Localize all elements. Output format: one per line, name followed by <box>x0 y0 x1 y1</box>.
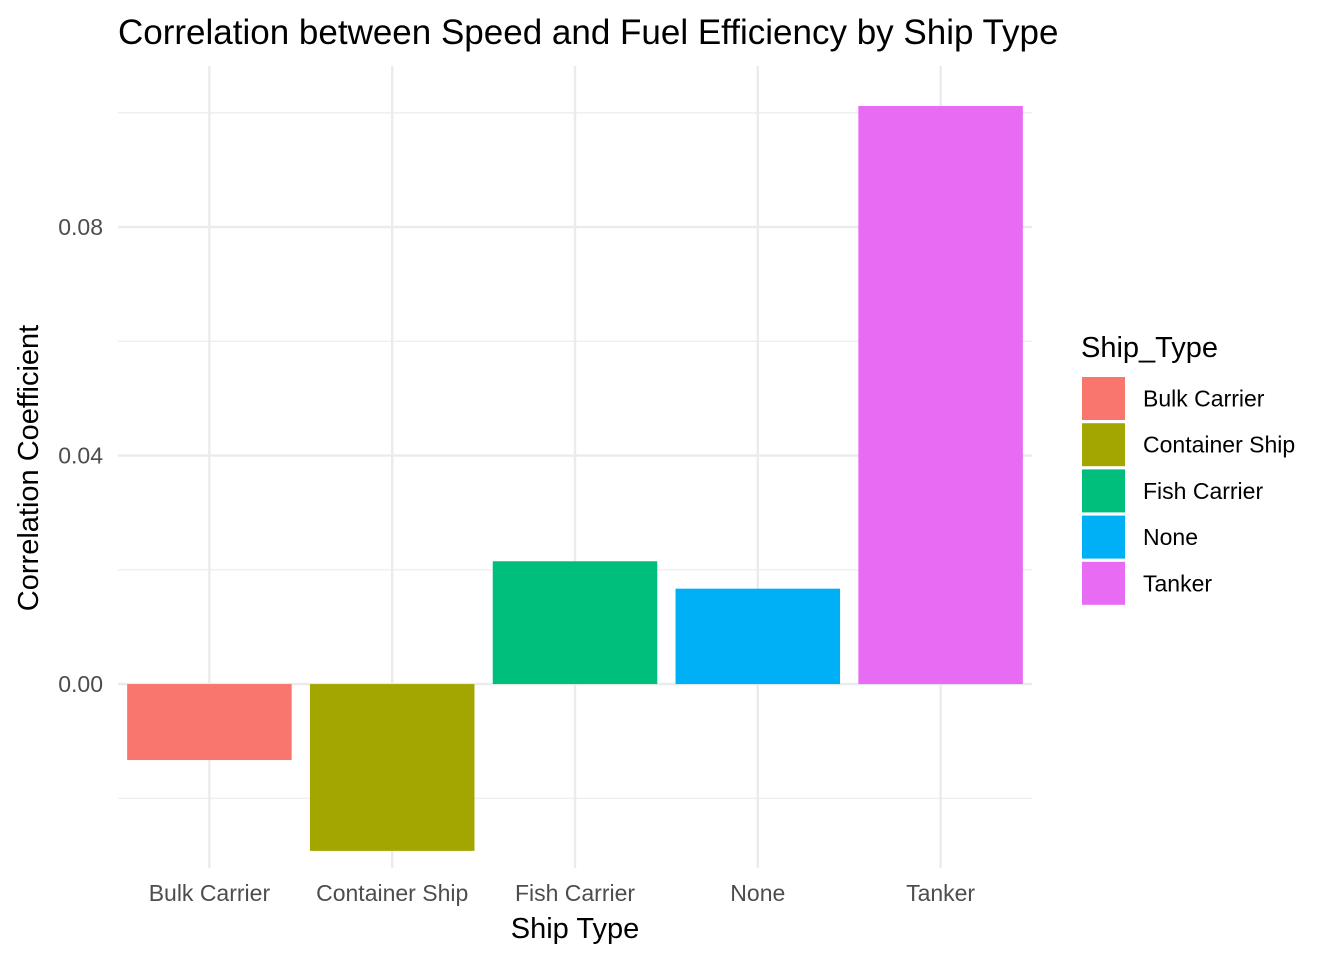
legend-key <box>1082 377 1125 420</box>
chart-title: Correlation between Speed and Fuel Effic… <box>118 13 1058 52</box>
legend-label: Fish Carrier <box>1143 478 1263 504</box>
x-tick-labels: Bulk Carrier Container Ship Fish Carrier No… <box>149 880 976 906</box>
x-tick-label: None <box>730 880 785 906</box>
legend-key <box>1082 469 1125 513</box>
legend-key <box>1082 515 1125 559</box>
bar <box>492 561 658 685</box>
y-axis-title: Correlation Coefficient <box>13 325 45 611</box>
bar <box>858 105 1023 685</box>
legend-key <box>1082 561 1125 605</box>
x-tick-label: Container Ship <box>316 880 468 906</box>
legend-key <box>1082 423 1125 467</box>
x-tick-label: Fish Carrier <box>515 880 635 906</box>
legend: Ship_Type Bulk Carrier Container Ship Fish… <box>1081 332 1295 605</box>
y-tick-label: 0.08 <box>58 214 103 240</box>
legend-label: Tanker <box>1143 570 1212 596</box>
y-tick-label: 0.00 <box>58 671 103 697</box>
x-tick-label: Tanker <box>906 880 975 906</box>
bar <box>127 684 292 761</box>
bars-layer <box>127 105 1023 851</box>
legend-label: Bulk Carrier <box>1143 386 1265 412</box>
x-axis-title: Ship Type <box>511 913 639 945</box>
legend-title: Ship_Type <box>1081 332 1218 364</box>
legend-label: None <box>1143 524 1198 550</box>
bar <box>675 588 841 685</box>
y-tick-label: 0.04 <box>58 443 103 469</box>
bar <box>309 684 475 851</box>
y-tick-labels: 0.00 0.04 0.08 <box>58 214 103 697</box>
legend-label: Container Ship <box>1143 432 1295 458</box>
x-tick-label: Bulk Carrier <box>149 880 271 906</box>
